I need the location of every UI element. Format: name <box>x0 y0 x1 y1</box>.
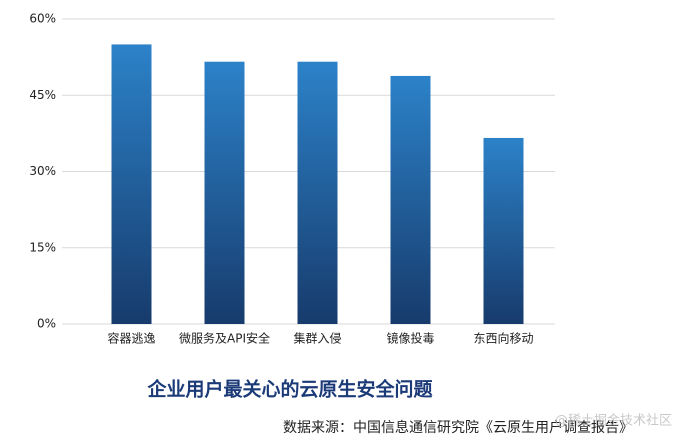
y-tick-label: 45% <box>29 88 56 102</box>
chart-title: 企业用户最关心的云原生安全问题 <box>146 378 432 401</box>
bar <box>390 75 431 324</box>
bar <box>204 61 245 324</box>
x-tick-label: 东西向移动 <box>473 331 533 346</box>
x-tick-label: 微服务及API安全 <box>179 331 270 346</box>
watermark: @稀土掘金技术社区 <box>555 413 672 429</box>
y-tick-label: 60% <box>29 12 56 26</box>
bar <box>297 61 338 324</box>
y-tick-label: 15% <box>29 240 56 254</box>
y-tick-label: 0% <box>37 317 56 331</box>
y-tick-label: 30% <box>29 164 56 178</box>
x-tick-label: 集群入侵 <box>293 331 341 346</box>
x-tick-label: 镜像投毒 <box>386 331 434 346</box>
chart-subtitle: 数据来源：中国信息通信研究院《云原生用户调查报告》 <box>283 419 633 436</box>
bar <box>483 137 524 324</box>
bar <box>111 44 152 325</box>
x-tick-label: 容器逃逸 <box>107 331 155 346</box>
